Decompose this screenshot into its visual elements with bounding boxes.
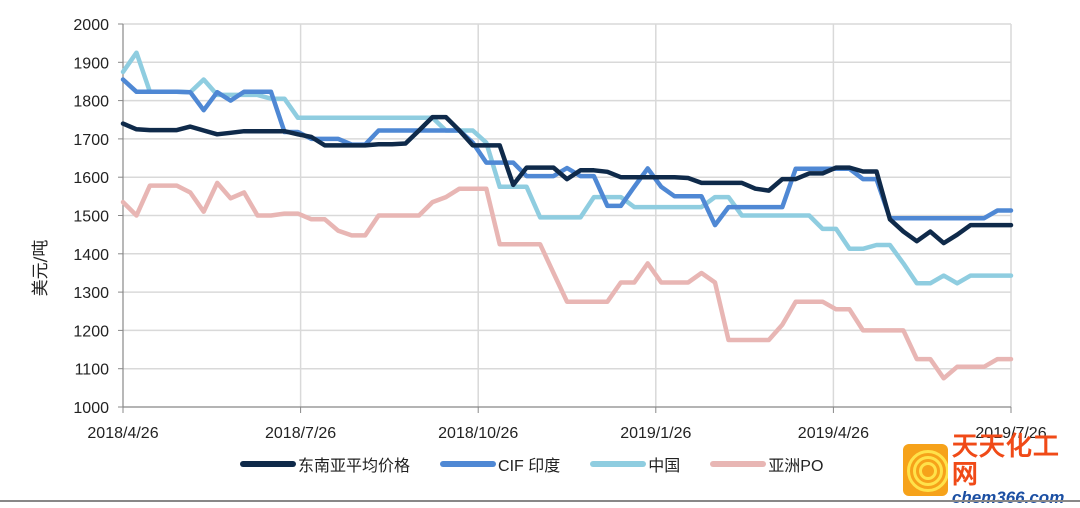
x-tick-label: 2018/10/26 xyxy=(438,425,518,442)
y-tick-label: 1300 xyxy=(73,285,109,302)
logo-chinese-text: 天天化工网 xyxy=(951,431,1060,489)
legend-label: 中国 xyxy=(648,458,681,475)
x-tick-label: 2019/7/26 xyxy=(975,425,1046,442)
legend-item-southeast-asia: 东南亚平均价格 xyxy=(240,452,410,476)
legend: 东南亚平均价格 CIF 印度 中国 亚洲PO xyxy=(240,452,853,476)
legend-swatch xyxy=(710,461,767,467)
x-tick-label: 2018/7/26 xyxy=(265,425,336,442)
series-line xyxy=(120,180,1014,381)
series-line xyxy=(120,77,1014,228)
legend-label: CIF 印度 xyxy=(498,458,561,475)
watermark-logo: 天天化工网 chem366.com xyxy=(903,432,1073,507)
bottom-border xyxy=(0,500,1080,502)
legend-item-asia-po: 亚洲PO xyxy=(710,452,823,476)
x-axis-ticks: 2018/4/26 2018/7/26 2018/10/26 2019/1/26 201… xyxy=(87,407,1047,442)
y-tick-label: 1800 xyxy=(73,94,109,111)
y-tick-label: 1000 xyxy=(73,400,109,417)
y-tick-label: 2000 xyxy=(73,17,109,34)
legend-label: 亚洲PO xyxy=(768,458,824,475)
legend-item-cif-india: CIF 印度 xyxy=(440,452,560,476)
legend-swatch xyxy=(240,461,296,467)
legend-item-china: 中国 xyxy=(590,452,680,476)
x-tick-label: 2018/4/26 xyxy=(87,425,158,442)
y-axis-ticks: 1000 1100 1200 1300 1400 1500 1600 1700 1800 1900… xyxy=(73,17,123,417)
y-tick-label: 1600 xyxy=(73,170,109,187)
legend-label: 东南亚平均价格 xyxy=(298,458,411,475)
y-tick-label: 1500 xyxy=(73,209,109,226)
series-line xyxy=(120,114,1014,246)
x-tick-label: 2019/1/26 xyxy=(620,425,691,442)
legend-swatch xyxy=(440,461,497,467)
y-tick-label: 1200 xyxy=(73,323,109,340)
y-tick-label: 1700 xyxy=(73,132,109,149)
y-axis-label: 美元/吨 xyxy=(31,240,51,297)
logo-domain-text: chem366.com xyxy=(951,488,1065,507)
y-tick-label: 1100 xyxy=(75,362,110,379)
legend-swatch xyxy=(590,461,647,467)
logo-swirl-icon xyxy=(903,444,948,496)
series-lines xyxy=(120,50,1014,381)
x-tick-label: 2019/4/26 xyxy=(798,425,869,442)
y-tick-label: 1900 xyxy=(73,55,109,72)
y-tick-label: 1400 xyxy=(73,247,109,264)
